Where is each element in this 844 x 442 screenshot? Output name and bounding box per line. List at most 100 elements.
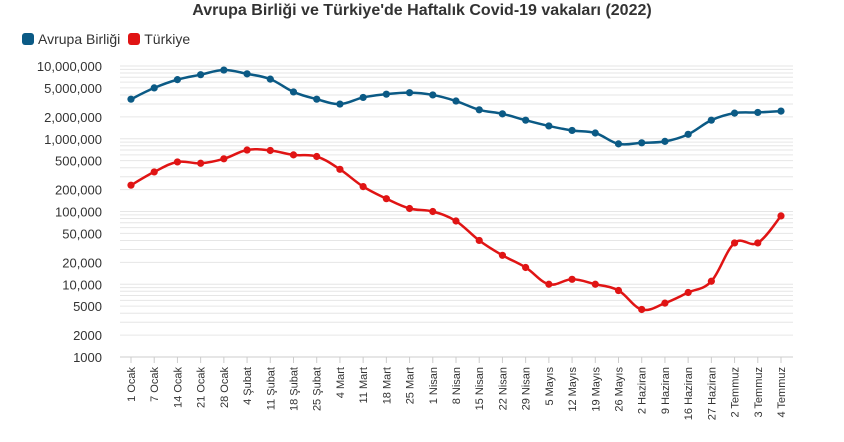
x-tick-label: 3 Temmuz: [753, 367, 765, 418]
data-point[interactable]: [777, 107, 785, 115]
y-tick-label: 10,000: [62, 277, 102, 292]
data-point[interactable]: [266, 146, 274, 155]
data-point[interactable]: [591, 280, 599, 288]
data-point[interactable]: [336, 100, 344, 108]
x-tick-label: 14 Ocak: [172, 367, 184, 408]
data-point[interactable]: [754, 239, 762, 247]
data-point[interactable]: [220, 155, 228, 163]
data-point[interactable]: [313, 95, 321, 103]
data-point[interactable]: [336, 165, 344, 173]
data-point[interactable]: [452, 217, 460, 225]
data-point[interactable]: [707, 116, 715, 124]
data-point[interactable]: [243, 70, 251, 78]
x-tick-label: 5 Mayıs: [544, 367, 556, 406]
y-tick-label: 1000: [73, 350, 102, 365]
x-tick-label: 18 Mart: [381, 367, 393, 404]
x-tick-label: 22 Nisan: [497, 367, 509, 410]
legend-item-turkey[interactable]: Türkiye: [128, 31, 190, 47]
data-point[interactable]: [429, 91, 437, 99]
data-point[interactable]: [289, 88, 298, 96]
y-tick-label: 5000: [73, 299, 102, 314]
x-tick-label: 19 Mayıs: [590, 367, 602, 412]
data-point[interactable]: [614, 140, 623, 148]
y-tick-label: 50,000: [62, 226, 102, 241]
data-point[interactable]: [498, 110, 507, 118]
data-point[interactable]: [661, 137, 669, 145]
x-tick-label: 21 Ocak: [196, 367, 208, 408]
y-tick-label: 2000: [73, 328, 102, 343]
x-tick-label: 28 Ocak: [219, 367, 231, 408]
grid-lines: [120, 65, 793, 358]
data-point[interactable]: [730, 109, 739, 117]
data-point[interactable]: [475, 106, 483, 114]
data-point[interactable]: [289, 151, 298, 159]
data-point[interactable]: [568, 275, 576, 283]
data-point[interactable]: [359, 182, 367, 191]
data-point[interactable]: [522, 263, 530, 272]
data-point[interactable]: [568, 126, 576, 135]
y-tick-label: 10,000,000: [37, 59, 102, 74]
series-layer: [127, 66, 785, 314]
data-point[interactable]: [545, 280, 553, 288]
data-point[interactable]: [591, 129, 599, 137]
data-point[interactable]: [173, 158, 182, 166]
chart-legend: Avrupa Birliği Türkiye: [22, 30, 198, 48]
data-point[interactable]: [429, 207, 437, 216]
y-axis: 1000 2000 5000 10,000 20,000 50,000 100,000 200…: [37, 59, 102, 365]
data-point[interactable]: [545, 122, 553, 130]
x-tick-label: 25 Şubat: [312, 367, 324, 411]
data-point[interactable]: [498, 251, 507, 259]
data-point[interactable]: [313, 152, 321, 161]
legend-label-turkey: Türkiye: [144, 31, 191, 47]
x-tick-label: 25 Mart: [405, 367, 417, 404]
y-tick-label: 100,000: [55, 205, 102, 220]
x-tick-label: 2 Haziran: [637, 367, 649, 414]
y-tick-label: 2,000,000: [44, 110, 102, 125]
data-point[interactable]: [707, 277, 715, 285]
data-point[interactable]: [382, 195, 390, 203]
x-tick-label: 1 Nisan: [428, 367, 440, 404]
x-tick-label: 8 Nisan: [451, 367, 463, 404]
data-point[interactable]: [730, 239, 739, 247]
legend-item-eu[interactable]: Avrupa Birliği: [22, 31, 120, 47]
series-line-0: [130, 68, 782, 146]
data-point[interactable]: [452, 97, 460, 105]
legend-swatch-turkey: [128, 33, 141, 45]
data-point[interactable]: [638, 305, 646, 314]
data-point[interactable]: [405, 204, 414, 213]
data-point[interactable]: [197, 159, 205, 167]
x-tick-label: 16 Haziran: [683, 367, 695, 420]
data-point[interactable]: [150, 84, 158, 92]
chart-title: Avrupa Birliği ve Türkiye'de Haftalık Co…: [192, 2, 652, 19]
data-point[interactable]: [522, 116, 530, 124]
data-point[interactable]: [266, 75, 274, 83]
data-point[interactable]: [614, 286, 623, 295]
data-point[interactable]: [173, 76, 182, 84]
x-tick-label: 12 Mayıs: [567, 367, 579, 412]
x-tick-label: 11 Mart: [358, 367, 370, 403]
x-tick-label: 4 Temmuz: [776, 367, 788, 418]
data-point[interactable]: [661, 299, 669, 307]
data-point[interactable]: [127, 95, 135, 103]
data-point[interactable]: [684, 288, 692, 297]
data-point[interactable]: [777, 212, 785, 220]
x-tick-label: 11 Şubat: [265, 367, 277, 410]
data-point[interactable]: [475, 236, 483, 245]
y-tick-label: 1,000,000: [44, 132, 102, 147]
x-tick-label: 27 Haziran: [706, 367, 718, 420]
data-point[interactable]: [359, 93, 367, 102]
data-point[interactable]: [150, 168, 158, 176]
data-point[interactable]: [638, 139, 646, 147]
data-point[interactable]: [197, 71, 205, 79]
data-point[interactable]: [127, 181, 135, 189]
y-tick-label: 20,000: [62, 255, 102, 270]
x-tick-label: 26 Mayıs: [614, 367, 626, 412]
data-point[interactable]: [382, 90, 390, 98]
data-point[interactable]: [405, 89, 414, 97]
y-tick-label: 500,000: [55, 154, 102, 169]
data-point[interactable]: [220, 66, 228, 74]
data-point[interactable]: [684, 130, 692, 138]
data-point[interactable]: [243, 146, 251, 154]
data-point[interactable]: [754, 108, 762, 117]
